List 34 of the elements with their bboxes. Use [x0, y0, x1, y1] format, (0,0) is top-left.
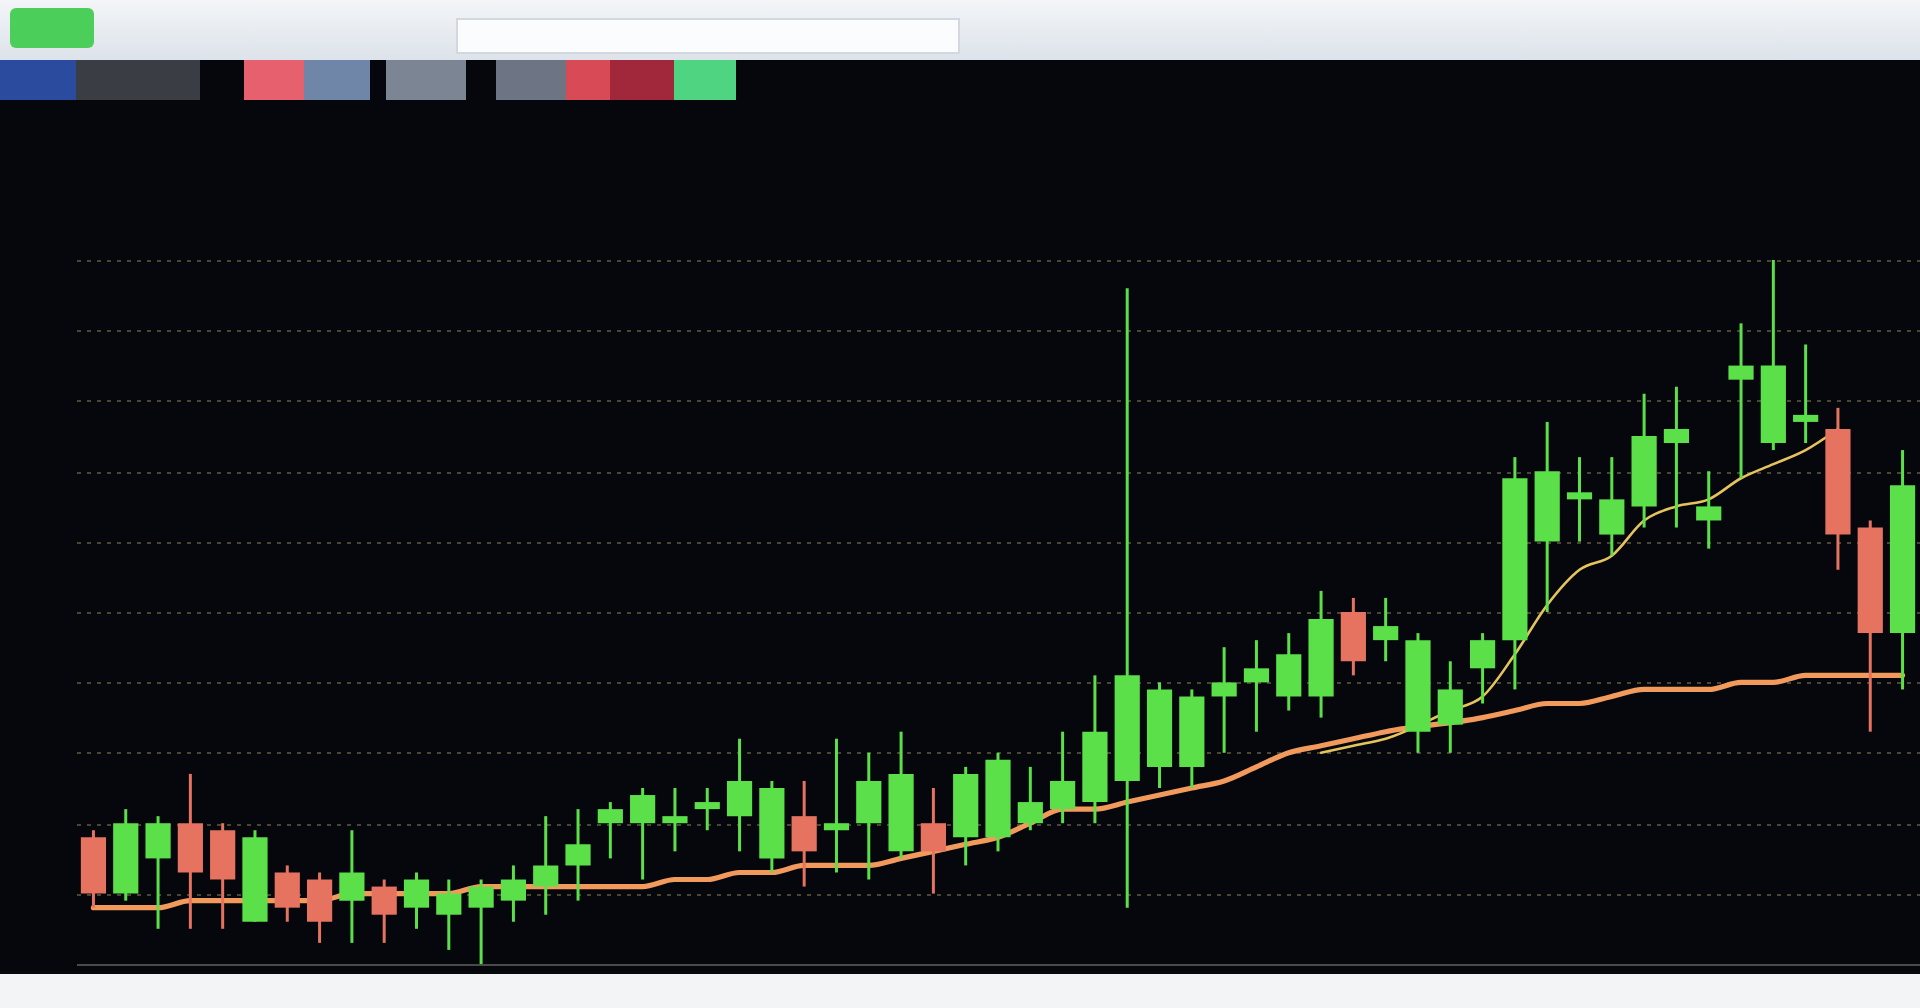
- candlestick: [597, 800, 623, 860]
- candlestick: [662, 786, 688, 853]
- candlestick: [630, 786, 656, 882]
- candlestick: [1243, 638, 1270, 734]
- candlestick: [468, 878, 494, 966]
- candlestick: [856, 751, 882, 882]
- candlestick: [1793, 342, 1819, 445]
- candlestick: [145, 814, 171, 931]
- candlestick: [694, 786, 720, 832]
- candlestick: [533, 814, 559, 917]
- candlestick: [339, 828, 365, 945]
- candlestick: [1728, 321, 1754, 480]
- candlestick: [1696, 469, 1722, 551]
- candlestick: [1663, 385, 1690, 530]
- candlestick: [436, 878, 462, 952]
- candlestick: [565, 807, 591, 903]
- candlestick: [823, 737, 850, 874]
- candlestick: [1599, 455, 1625, 558]
- candlestick: [791, 779, 817, 889]
- candlestick: [371, 878, 397, 945]
- candlestick: [920, 786, 946, 896]
- candlestick: [1373, 596, 1399, 663]
- candlestick: [1469, 631, 1496, 706]
- candlestick: [1017, 765, 1043, 832]
- candlestick: [1276, 631, 1302, 713]
- candlestick: [306, 870, 333, 945]
- candlestick: [403, 870, 430, 931]
- candlestick: [274, 863, 300, 924]
- candlestick: [726, 737, 753, 853]
- candlestick: [1050, 730, 1076, 825]
- candlestick: [500, 863, 527, 924]
- candlestick: [1211, 645, 1237, 755]
- candlestick: [1437, 659, 1463, 755]
- candlestick: [1566, 455, 1593, 544]
